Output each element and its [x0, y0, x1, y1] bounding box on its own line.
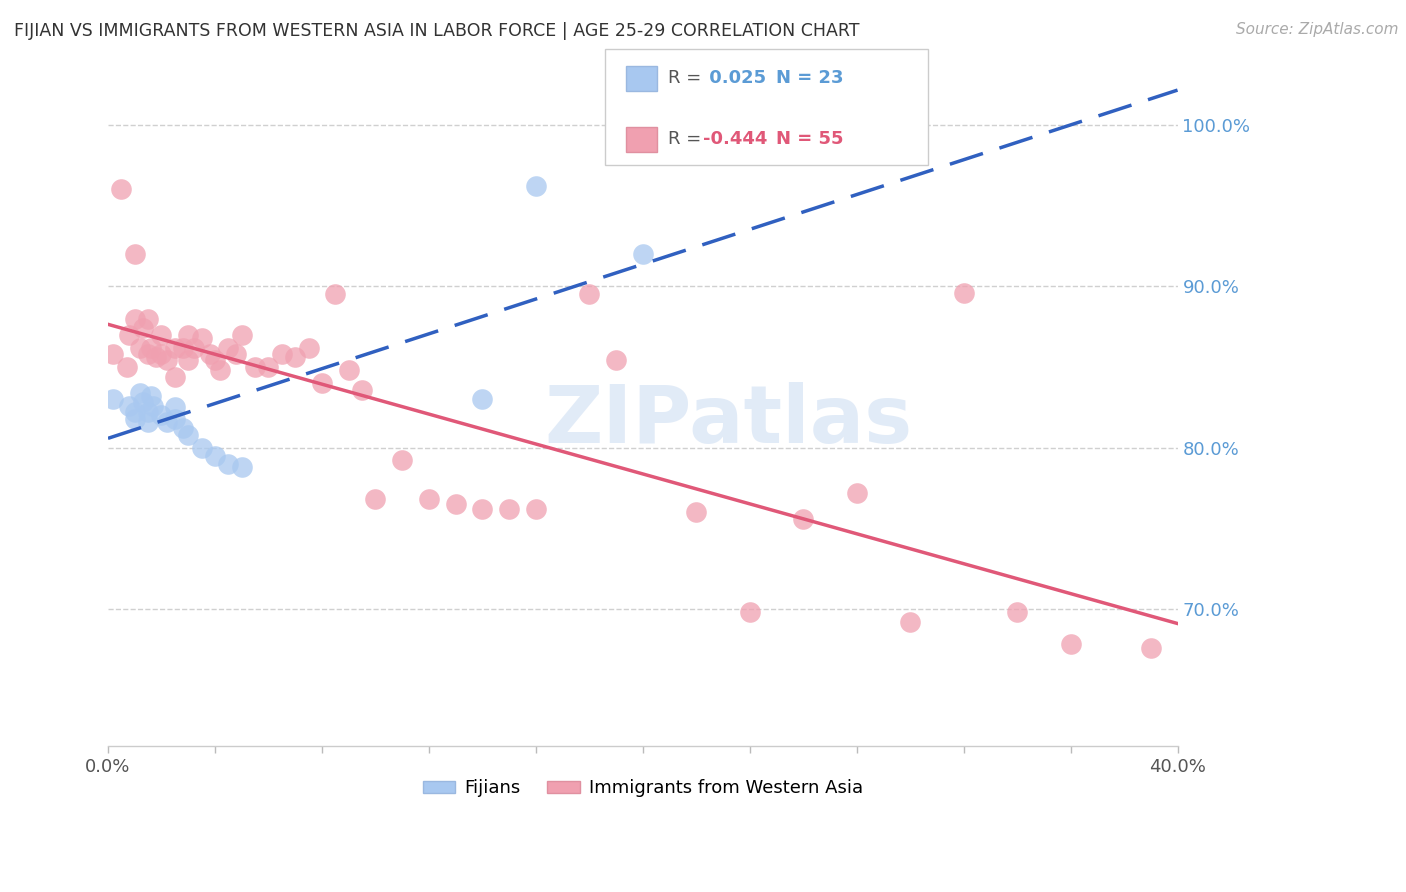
Point — [297, 341, 319, 355]
Point — [124, 311, 146, 326]
Point — [217, 457, 239, 471]
Text: Source: ZipAtlas.com: Source: ZipAtlas.com — [1236, 22, 1399, 37]
Legend: Fijians, Immigrants from Western Asia: Fijians, Immigrants from Western Asia — [415, 772, 870, 805]
Point — [231, 459, 253, 474]
Point — [337, 363, 360, 377]
Point — [150, 327, 173, 342]
Point — [190, 441, 212, 455]
Point — [177, 427, 200, 442]
Point — [284, 351, 307, 365]
Text: FIJIAN VS IMMIGRANTS FROM WESTERN ASIA IN LABOR FORCE | AGE 25-29 CORRELATION CH: FIJIAN VS IMMIGRANTS FROM WESTERN ASIA I… — [14, 22, 859, 40]
Point — [139, 341, 162, 355]
Point — [204, 353, 226, 368]
Point — [270, 347, 292, 361]
Point — [132, 395, 155, 409]
Point — [150, 409, 173, 423]
Point — [209, 363, 232, 377]
Point — [156, 353, 179, 368]
Point — [110, 182, 132, 196]
Point — [136, 347, 159, 361]
Point — [103, 392, 125, 407]
Point — [129, 341, 152, 355]
Point — [139, 389, 162, 403]
Point — [132, 321, 155, 335]
Point — [444, 497, 467, 511]
Point — [225, 347, 247, 361]
Point — [129, 385, 152, 400]
Point — [418, 492, 440, 507]
Point — [217, 341, 239, 355]
Point — [898, 615, 921, 629]
Point — [605, 353, 627, 368]
Point — [136, 415, 159, 429]
Point — [172, 341, 194, 355]
Point — [1005, 605, 1028, 619]
Point — [136, 311, 159, 326]
Point — [163, 411, 186, 425]
Point — [231, 327, 253, 342]
Point — [1139, 640, 1161, 655]
Point — [578, 287, 600, 301]
Point — [243, 359, 266, 374]
Point — [257, 359, 280, 374]
Text: R =: R = — [668, 70, 702, 87]
Point — [118, 327, 141, 342]
Point — [738, 605, 761, 619]
Point — [163, 341, 186, 355]
Point — [198, 347, 221, 361]
Point — [524, 501, 547, 516]
Point — [163, 401, 186, 415]
Point — [845, 485, 868, 500]
Point — [177, 353, 200, 368]
Point — [685, 505, 707, 519]
Point — [177, 327, 200, 342]
Point — [524, 179, 547, 194]
Point — [172, 421, 194, 435]
Point — [190, 331, 212, 345]
Point — [124, 405, 146, 419]
Point — [792, 511, 814, 525]
Point — [471, 392, 494, 407]
Text: N = 23: N = 23 — [776, 70, 844, 87]
Point — [163, 369, 186, 384]
Point — [498, 501, 520, 516]
Text: ZIPatlas: ZIPatlas — [544, 382, 912, 459]
Point — [350, 383, 373, 397]
Point — [311, 376, 333, 390]
Text: 0.025: 0.025 — [703, 70, 766, 87]
Point — [142, 399, 165, 413]
Point — [103, 347, 125, 361]
Point — [364, 492, 387, 507]
Text: N = 55: N = 55 — [776, 130, 844, 148]
Point — [124, 411, 146, 425]
Point — [631, 247, 654, 261]
Point — [471, 501, 494, 516]
Point — [204, 449, 226, 463]
Point — [952, 285, 974, 300]
Text: R =: R = — [668, 130, 702, 148]
Text: -0.444: -0.444 — [703, 130, 768, 148]
Point — [136, 405, 159, 419]
Point — [145, 351, 167, 365]
Point — [118, 399, 141, 413]
Point — [183, 341, 205, 355]
Point — [1059, 637, 1081, 651]
Point — [115, 359, 138, 374]
Point — [391, 453, 413, 467]
Point — [156, 415, 179, 429]
Point — [323, 287, 346, 301]
Point — [124, 247, 146, 261]
Point — [150, 347, 173, 361]
